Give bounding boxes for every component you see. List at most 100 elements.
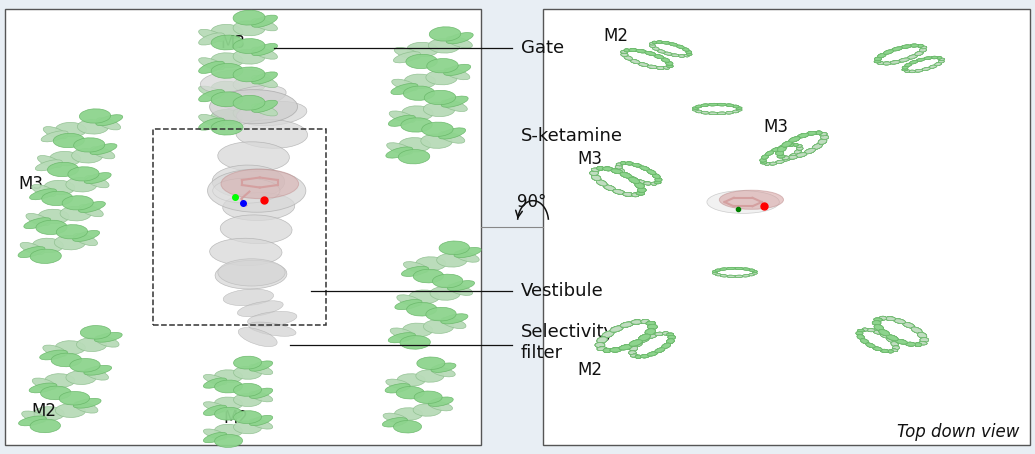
Ellipse shape [647,65,657,69]
Ellipse shape [620,173,632,178]
Ellipse shape [906,342,916,346]
Ellipse shape [591,168,599,172]
Ellipse shape [891,342,898,346]
Ellipse shape [631,193,639,197]
Ellipse shape [613,189,625,194]
Ellipse shape [40,386,71,400]
Ellipse shape [597,337,608,343]
Ellipse shape [816,131,822,134]
Ellipse shape [629,177,640,183]
Ellipse shape [199,118,225,130]
Ellipse shape [595,343,604,348]
Ellipse shape [199,61,225,74]
Ellipse shape [655,178,662,182]
Ellipse shape [214,434,242,447]
Ellipse shape [884,50,893,54]
Ellipse shape [637,192,645,195]
Ellipse shape [621,173,630,177]
Ellipse shape [804,148,816,154]
Ellipse shape [788,155,797,159]
Ellipse shape [647,334,656,338]
Ellipse shape [766,151,774,155]
Ellipse shape [625,162,633,165]
Text: Vestibule: Vestibule [521,281,603,300]
Ellipse shape [667,339,674,344]
Ellipse shape [597,167,604,170]
Ellipse shape [398,149,430,164]
Ellipse shape [787,143,794,147]
Ellipse shape [655,332,663,336]
Bar [153,129,326,325]
Ellipse shape [654,181,661,184]
Ellipse shape [883,62,891,65]
Ellipse shape [645,329,655,335]
Ellipse shape [621,173,630,177]
Ellipse shape [816,131,822,134]
Ellipse shape [641,355,649,358]
Ellipse shape [637,192,645,195]
Ellipse shape [41,191,72,206]
Ellipse shape [752,272,758,274]
Ellipse shape [932,56,938,59]
Ellipse shape [633,341,643,347]
Ellipse shape [214,407,242,420]
Ellipse shape [603,348,612,352]
Ellipse shape [50,151,81,166]
Ellipse shape [796,145,802,147]
Ellipse shape [662,41,671,44]
Ellipse shape [655,332,663,336]
Ellipse shape [637,192,645,195]
Ellipse shape [32,378,57,390]
Ellipse shape [903,66,908,69]
Ellipse shape [66,178,97,192]
Ellipse shape [886,335,898,340]
Ellipse shape [777,146,786,152]
Ellipse shape [37,156,62,168]
Ellipse shape [592,175,600,181]
Ellipse shape [621,173,630,177]
Ellipse shape [651,182,657,185]
Ellipse shape [638,63,649,67]
Ellipse shape [715,269,720,271]
Ellipse shape [736,109,742,111]
Ellipse shape [692,107,699,109]
Ellipse shape [647,334,656,338]
Ellipse shape [638,63,649,67]
Ellipse shape [875,60,881,63]
Ellipse shape [873,321,881,325]
Ellipse shape [736,107,742,109]
Ellipse shape [762,155,769,159]
Ellipse shape [667,333,674,336]
Ellipse shape [789,137,800,142]
Ellipse shape [630,59,640,64]
Ellipse shape [85,176,109,188]
Ellipse shape [621,173,630,177]
Ellipse shape [249,364,272,375]
Ellipse shape [891,47,903,51]
Ellipse shape [796,153,806,157]
Ellipse shape [939,60,944,63]
Ellipse shape [629,340,643,346]
Ellipse shape [649,43,655,45]
Ellipse shape [857,335,864,339]
Ellipse shape [654,181,661,184]
Ellipse shape [910,60,918,64]
Ellipse shape [798,133,808,138]
Ellipse shape [858,329,864,332]
Ellipse shape [920,338,928,342]
Ellipse shape [631,193,639,197]
Ellipse shape [619,345,632,350]
Ellipse shape [762,155,769,159]
Ellipse shape [630,346,638,351]
Ellipse shape [866,343,875,348]
Ellipse shape [782,141,792,147]
Ellipse shape [819,139,827,144]
Ellipse shape [788,155,797,159]
Ellipse shape [920,338,928,342]
Ellipse shape [635,183,644,188]
Ellipse shape [631,193,639,197]
Ellipse shape [778,145,788,148]
Ellipse shape [717,104,727,106]
Ellipse shape [207,169,306,212]
Ellipse shape [881,349,888,352]
